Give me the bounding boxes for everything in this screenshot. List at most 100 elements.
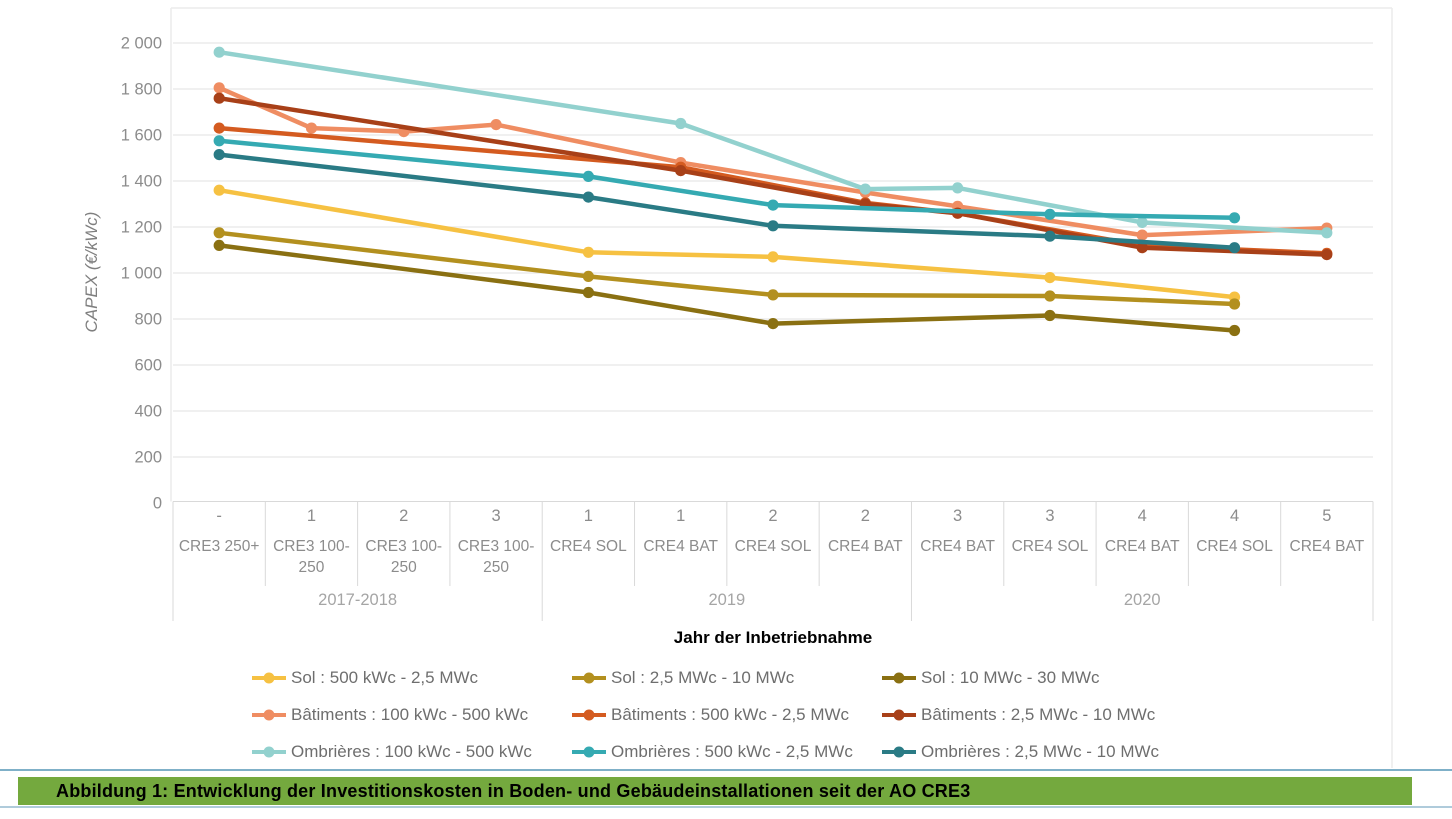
x-category-number: 3 [953, 507, 962, 525]
data-point [859, 183, 871, 195]
legend-marker-dot [893, 709, 905, 721]
separator-line-top [0, 769, 1452, 771]
legend-label: Bâtiments : 500 kWc - 2,5 MWc [611, 705, 850, 724]
chart-legend: Sol : 500 kWc - 2,5 MWc Sol : 2,5 MWc - 1… [252, 666, 1222, 764]
plot-frame [170, 7, 1393, 768]
x-category-label: CRE4 BAT [828, 538, 903, 555]
data-point [213, 184, 225, 196]
legend-marker-dot [263, 709, 275, 721]
x-category-number: - [216, 507, 222, 525]
figure-caption-bar: Abbildung 1: Entwicklung der Investition… [18, 777, 1412, 805]
series-line [216, 49, 1330, 236]
data-point [1228, 242, 1241, 254]
legend-item: Ombrières : 2,5 MWc - 10 MWc [882, 740, 1222, 764]
legend-item: Sol : 500 kWc - 2,5 MWc [252, 666, 572, 690]
data-point [1044, 290, 1056, 302]
data-point [582, 170, 595, 182]
data-point [767, 318, 779, 330]
x-category-label: CRE4 SOL [1196, 538, 1273, 555]
capex-line-chart: 0 200 400 600 800 1 000 1 200 1 400 1 600 1 800 2 … [82, 7, 1393, 768]
data-point [1136, 242, 1148, 254]
data-point [675, 117, 687, 130]
legend-marker-dot [583, 746, 595, 758]
series-7 [213, 46, 1333, 239]
y-tick-label: 1 400 [121, 173, 162, 191]
data-point [213, 149, 225, 161]
x-category-number: 1 [307, 507, 316, 525]
data-point [1044, 272, 1056, 284]
x-category-number: 1 [676, 507, 685, 525]
x-category-label: CRE4 SOL [1012, 538, 1089, 555]
legend-label: Ombrières : 2,5 MWc - 10 MWc [921, 742, 1160, 761]
data-point [213, 92, 225, 104]
x-category-label: CRE4 SOL [735, 538, 812, 555]
x-category-label: CRE3 100- [273, 538, 350, 555]
legend-item: Bâtiments : 100 kWc - 500 kWc [252, 703, 572, 727]
data-point [952, 182, 964, 194]
legend-marker-dot [263, 672, 275, 684]
x-category-label: CRE4 BAT [920, 538, 995, 555]
x-group-label: 2019 [708, 591, 745, 609]
legend-marker-dot [893, 672, 905, 684]
x-axis-category-labels: - CRE3 250+ 1 CRE3 100- 250 2 CRE3 100- 250 3 CRE… [179, 507, 1365, 609]
y-tick-label: 400 [134, 403, 162, 421]
x-category-label: CRE4 BAT [643, 538, 718, 555]
x-category-number: 2 [399, 507, 408, 525]
y-tick-label: 1 000 [121, 265, 162, 283]
legend-label: Bâtiments : 100 kWc - 500 kWc [291, 705, 529, 724]
series-line [216, 85, 1330, 238]
data-point [305, 122, 318, 134]
y-tick-label: 1 800 [121, 81, 162, 99]
series-2 [213, 227, 1241, 310]
legend-marker [882, 672, 916, 684]
x-category-label: CRE4 BAT [1290, 538, 1365, 555]
x-group-label: 2020 [1124, 591, 1161, 609]
data-point [1228, 212, 1241, 224]
legend-marker [252, 709, 286, 721]
legend-item: Sol : 2,5 MWc - 10 MWc [572, 666, 882, 690]
series-8 [213, 135, 1241, 224]
data-point [582, 246, 595, 258]
x-category-label: 250 [299, 559, 325, 576]
data-point [1044, 208, 1056, 220]
x-category-label: 250 [483, 559, 509, 576]
data-point [582, 191, 595, 203]
data-point [582, 286, 595, 299]
x-category-label: 250 [391, 559, 417, 576]
data-point [767, 220, 779, 232]
x-category-number: 1 [584, 507, 593, 525]
legend-marker [882, 709, 916, 721]
data-point [213, 135, 225, 147]
legend-marker-dot [893, 746, 905, 758]
series-line [216, 230, 1237, 307]
y-tick-label: 1 600 [121, 127, 162, 145]
legend-marker-dot [583, 709, 595, 721]
x-category-number: 2 [768, 507, 777, 525]
y-tick-label: 800 [134, 311, 162, 329]
data-point [1044, 309, 1056, 322]
figure-caption-text: Abbildung 1: Entwicklung der Investition… [56, 780, 971, 801]
y-tick-label: 600 [134, 357, 162, 375]
legend-label: Bâtiments : 2,5 MWc - 10 MWc [921, 705, 1156, 724]
y-tick-label: 1 200 [121, 219, 162, 237]
legend-item: Sol : 10 MWc - 30 MWc [882, 666, 1222, 690]
series-5 [213, 122, 1333, 259]
x-group-label: 2017-2018 [318, 591, 397, 609]
x-axis-title: Jahr der Inbetriebnahme [674, 628, 872, 647]
legend-marker [882, 746, 916, 758]
data-point [213, 239, 225, 251]
y-tick-label: 0 [153, 495, 162, 513]
data-point [213, 46, 225, 58]
legend-marker-dot [583, 672, 595, 684]
legend-label: Ombrières : 500 kWc - 2,5 MWc [611, 742, 853, 761]
legend-label: Sol : 10 MWc - 30 MWc [921, 668, 1100, 687]
y-axis-tick-labels: 0 200 400 600 800 1 000 1 200 1 400 1 600 1 800 2 … [121, 35, 162, 513]
data-point [582, 270, 595, 282]
y-tick-label: 200 [134, 449, 162, 467]
x-category-label: CRE3 100- [458, 538, 535, 555]
data-point [213, 122, 225, 134]
series-3 [213, 239, 1241, 337]
legend-item: Ombrières : 500 kWc - 2,5 MWc [572, 740, 882, 764]
legend-marker [572, 672, 606, 684]
x-category-label: CRE3 250+ [179, 538, 260, 555]
